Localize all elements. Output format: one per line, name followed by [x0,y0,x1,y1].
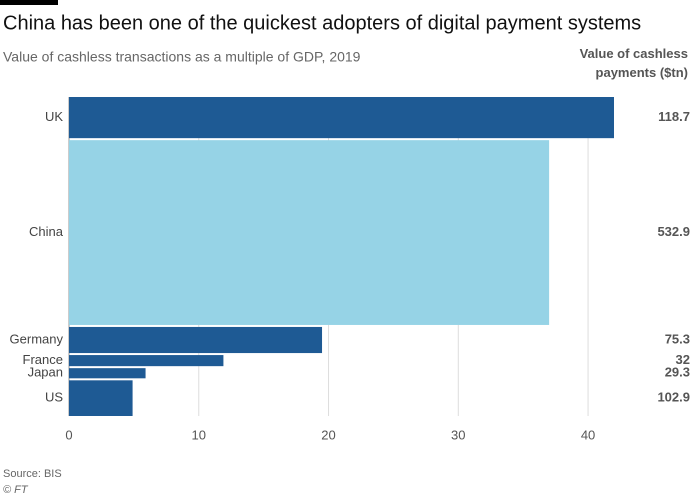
bar [69,355,224,367]
size-label: 29.3 [665,365,690,380]
bar [69,97,614,139]
x-tick-label: 0 [65,427,72,442]
chart-subtitle: Value of cashless transactions as a mult… [3,49,361,65]
x-tick-label: 40 [581,427,595,442]
size-label: 118.7 [658,109,690,124]
x-tick-label: 10 [192,427,206,442]
bar [69,326,323,354]
category-label: China [29,224,64,239]
category-label: Japan [28,365,63,380]
size-label: 532.9 [657,224,690,239]
category-label: France [23,352,63,367]
category-label: Germany [10,331,64,346]
size-label: 102.9 [657,390,690,405]
source: Source: BIS [3,468,62,480]
size-header: Value of cashless payments ($tn) [579,46,688,80]
brand-bar [0,0,58,5]
category-label: US [45,390,63,405]
chart-title: China has been one of the quickest adopt… [3,12,641,34]
x-tick-label: 30 [451,427,465,442]
bar [69,368,146,379]
category-label: UK [45,109,63,124]
size-label: 75.3 [665,331,690,346]
credit: © FT [3,484,29,496]
bar [69,140,550,325]
x-tick-label: 20 [321,427,335,442]
bar [69,380,133,416]
size-label: 32 [676,352,690,367]
